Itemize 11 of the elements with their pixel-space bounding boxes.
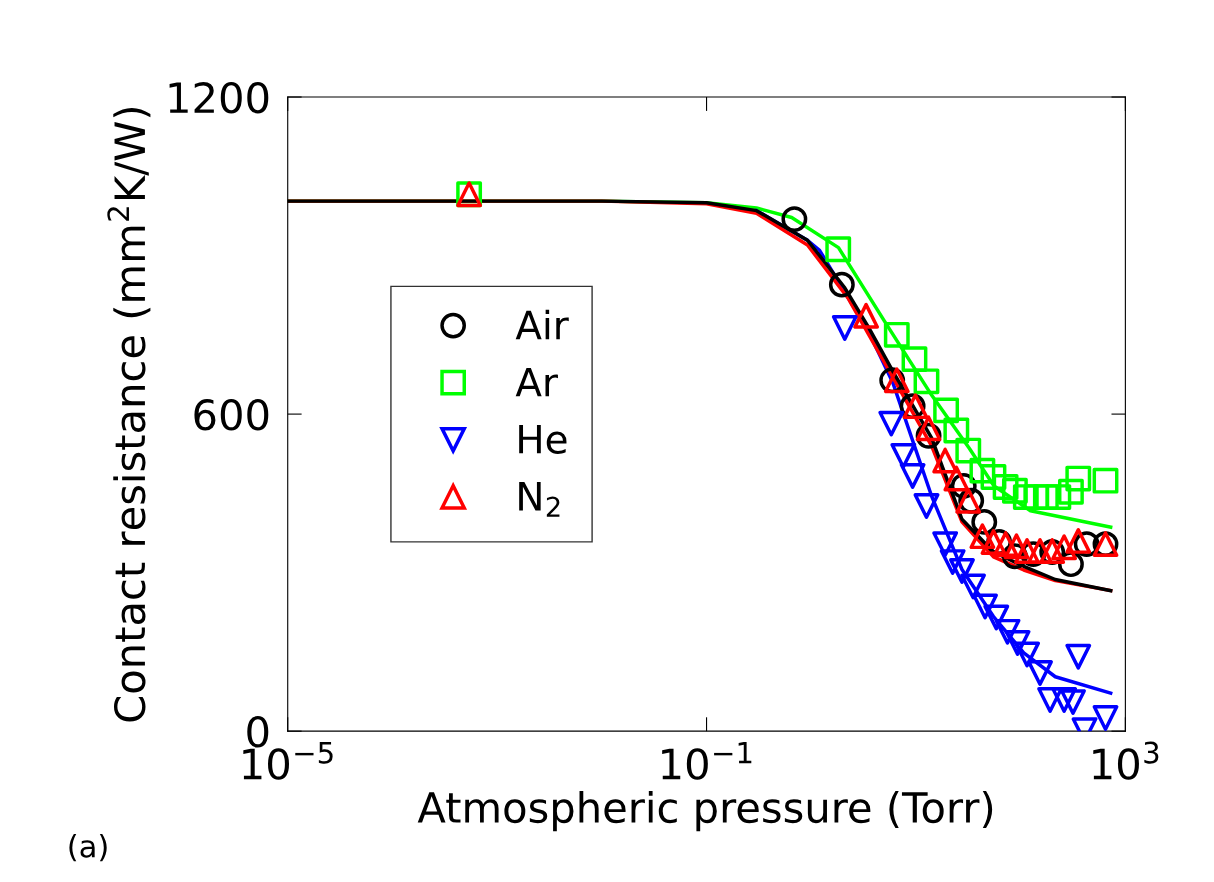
x-tick-label: 10$^{−1}$ xyxy=(662,742,752,780)
legend-label: Ar xyxy=(515,367,558,397)
y-tick-label: 600 xyxy=(194,399,269,431)
y-axis-title: Contact resistance (mm$^{2}$K/W) xyxy=(107,107,151,722)
x-axis-title: Atmospheric pressure (Torr) xyxy=(417,790,993,832)
text: (a) xyxy=(69,834,107,862)
y-tick-label: 1200 xyxy=(169,81,269,114)
legend-label: Air xyxy=(515,309,569,340)
x-tick-label: 10$^{3}$ xyxy=(1093,741,1159,780)
legend-label: N$_{2}$ xyxy=(519,482,560,517)
legend-label: He xyxy=(519,425,567,454)
